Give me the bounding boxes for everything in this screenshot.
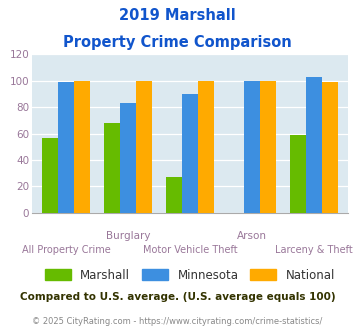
Bar xyxy=(104,123,120,213)
Bar xyxy=(120,103,136,213)
Text: Arson: Arson xyxy=(237,231,267,241)
Text: Compared to U.S. average. (U.S. average equals 100): Compared to U.S. average. (U.S. average … xyxy=(20,292,335,302)
Text: Motor Vehicle Theft: Motor Vehicle Theft xyxy=(143,245,237,255)
Bar xyxy=(306,77,322,213)
Bar xyxy=(74,81,90,213)
Bar xyxy=(136,81,152,213)
Legend: Marshall, Minnesota, National: Marshall, Minnesota, National xyxy=(40,264,340,286)
Bar xyxy=(182,94,198,213)
Text: Burglary: Burglary xyxy=(106,231,150,241)
Bar xyxy=(166,177,182,213)
Bar xyxy=(322,82,338,213)
Bar xyxy=(260,81,276,213)
Bar xyxy=(58,82,74,213)
Bar xyxy=(198,81,214,213)
Text: Property Crime Comparison: Property Crime Comparison xyxy=(63,35,292,50)
Bar xyxy=(244,81,260,213)
Text: All Property Crime: All Property Crime xyxy=(22,245,110,255)
Text: 2019 Marshall: 2019 Marshall xyxy=(119,8,236,23)
Bar xyxy=(42,138,58,213)
Text: Larceny & Theft: Larceny & Theft xyxy=(275,245,353,255)
Text: © 2025 CityRating.com - https://www.cityrating.com/crime-statistics/: © 2025 CityRating.com - https://www.city… xyxy=(32,317,323,326)
Bar xyxy=(290,135,306,213)
